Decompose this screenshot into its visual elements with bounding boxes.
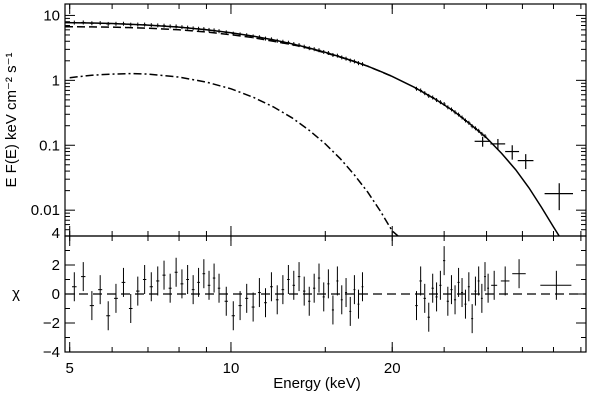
corner-tick-label: 4 [52,225,60,242]
top-y-axis-label: E F(E) keV cm⁻² s⁻¹ [3,52,20,187]
top-y-tick-label: 1 [52,72,60,89]
x-tick-label: 20 [384,360,401,377]
plot-layer [65,20,586,334]
top-panel-plot [65,20,573,236]
bottom-y-axis-label: χ [12,285,20,302]
x-tick-label: 5 [66,360,74,377]
bottom-panel-plot [65,246,586,334]
bottom-y-tick-label: 0 [52,286,60,303]
dash-dot-component-curve [69,72,399,236]
top-y-tick-label: 10 [43,7,60,24]
bottom-y-tick-label: −2 [43,315,60,332]
top-y-tick-label: 0.01 [31,202,60,219]
top-y-tick-label: 0.1 [39,137,60,154]
bottom-y-tick-label: −4 [43,344,60,361]
x-tick-label: 10 [223,360,240,377]
bottom-y-tick-label: 2 [52,257,60,274]
frame-layer: 5 10 20 0.01 0.1 1 10 4 −4 −2 0 2 [31,3,587,377]
x-axis-label: Energy (keV) [273,375,361,392]
dashed-component-curve [65,25,393,78]
